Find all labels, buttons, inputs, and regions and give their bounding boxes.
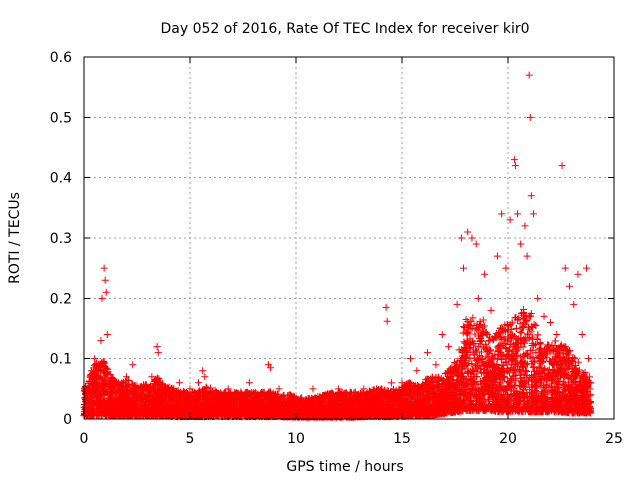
data-point-mark <box>553 384 561 392</box>
data-point-mark <box>479 316 487 324</box>
data-point-mark <box>548 383 556 391</box>
data-point-mark <box>463 380 471 388</box>
chart-data-points <box>80 71 595 421</box>
data-point-mark <box>516 320 524 328</box>
data-point-mark <box>471 330 479 338</box>
data-point-mark <box>475 352 483 360</box>
data-point-mark <box>460 322 468 330</box>
chart-grid <box>84 57 614 419</box>
chart-title: Day 052 of 2016, Rate Of TEC Index for r… <box>160 21 529 37</box>
data-point-mark <box>484 337 492 345</box>
